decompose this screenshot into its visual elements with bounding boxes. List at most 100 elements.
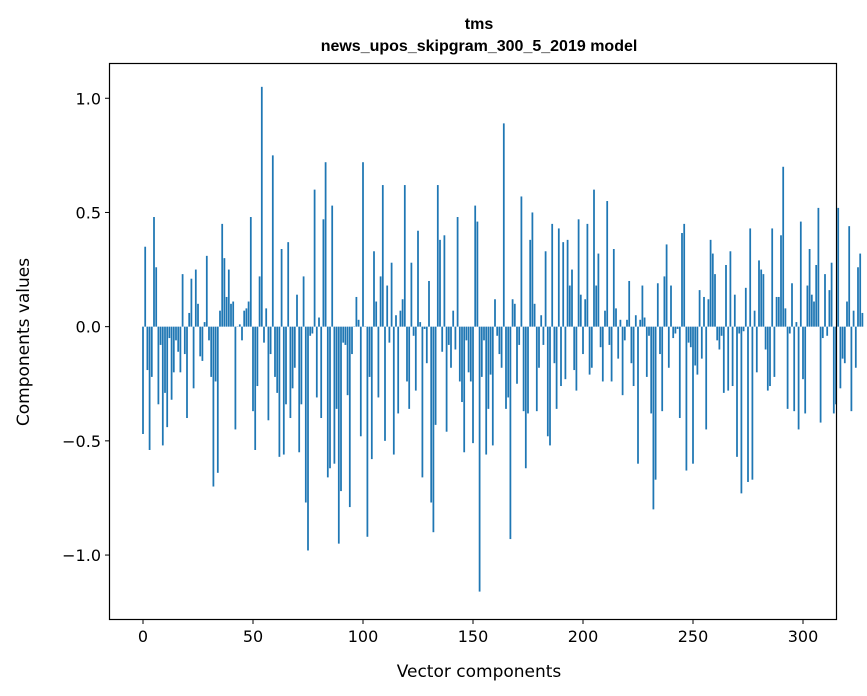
bar — [601, 326, 604, 382]
bar — [562, 242, 565, 327]
bar — [769, 326, 771, 387]
bar — [192, 326, 195, 389]
bar — [304, 326, 307, 503]
bar — [461, 326, 463, 403]
bar — [489, 326, 492, 375]
bar — [683, 223, 686, 327]
bar — [813, 301, 815, 327]
bar — [313, 189, 316, 327]
bar — [623, 326, 626, 341]
bar — [777, 296, 780, 327]
x-tick-label: 50 — [243, 627, 263, 646]
bar — [269, 326, 272, 355]
bar — [696, 326, 699, 375]
bar — [720, 326, 723, 336]
bar — [511, 299, 514, 327]
bar — [201, 326, 204, 361]
bar — [797, 326, 800, 430]
bar — [610, 326, 613, 382]
y-tick-label: 0.0 — [76, 318, 101, 337]
bar — [144, 246, 147, 327]
bar — [824, 274, 826, 327]
bar — [366, 326, 369, 537]
bar — [659, 326, 661, 355]
x-tick-label: 250 — [678, 627, 709, 646]
bar — [419, 322, 422, 327]
bar — [480, 326, 483, 377]
bar — [725, 264, 727, 327]
bar — [238, 324, 241, 327]
bar — [324, 162, 327, 327]
bar — [751, 326, 754, 480]
bar — [157, 326, 160, 405]
bar — [564, 326, 567, 380]
bar — [577, 219, 580, 327]
bar — [522, 326, 525, 412]
bar — [463, 326, 466, 453]
bar — [428, 280, 430, 327]
x-tick-label: 200 — [568, 627, 599, 646]
bar — [401, 299, 404, 327]
bar — [540, 315, 543, 327]
bar — [806, 285, 809, 327]
bar — [465, 326, 468, 341]
bar — [161, 326, 164, 446]
bar — [766, 326, 769, 391]
bar — [716, 326, 719, 341]
bar — [762, 274, 765, 327]
bar — [425, 326, 428, 364]
bar — [181, 274, 184, 327]
bar — [837, 207, 840, 327]
bar — [507, 326, 510, 398]
bar — [153, 217, 155, 327]
bar — [617, 326, 620, 359]
bar — [309, 326, 312, 336]
bar — [795, 322, 798, 327]
bar — [337, 326, 340, 544]
bar — [810, 294, 813, 327]
bar — [773, 326, 776, 377]
bar — [164, 326, 166, 393]
bar — [285, 326, 287, 405]
bar — [227, 269, 230, 327]
bar — [203, 322, 206, 327]
bar — [722, 326, 725, 393]
bar — [289, 326, 292, 419]
bar — [788, 326, 791, 334]
bar — [434, 326, 437, 425]
bar — [340, 326, 342, 492]
bar — [740, 326, 743, 494]
bar — [560, 326, 562, 387]
bar — [271, 155, 274, 327]
bar — [714, 274, 716, 327]
bar — [344, 326, 347, 345]
bar — [667, 326, 670, 368]
bar — [637, 326, 639, 464]
bar — [216, 326, 219, 473]
bar — [186, 326, 188, 419]
bar — [170, 326, 173, 400]
bar — [758, 260, 760, 327]
bar — [359, 326, 362, 437]
bar — [276, 326, 279, 393]
bar — [502, 123, 505, 327]
bar — [529, 239, 532, 327]
bar — [430, 326, 433, 503]
bar — [742, 326, 745, 332]
bar — [531, 212, 534, 327]
bar — [729, 251, 732, 327]
bar — [287, 242, 290, 327]
bar — [159, 326, 162, 345]
bar — [179, 326, 182, 373]
bar — [298, 326, 301, 453]
bar — [524, 326, 527, 469]
bar — [392, 326, 395, 455]
bar — [423, 326, 426, 329]
bar — [368, 326, 371, 377]
bar — [241, 326, 243, 341]
bar — [447, 326, 450, 345]
bar — [661, 326, 664, 412]
bar — [214, 326, 217, 382]
bar — [573, 326, 576, 371]
bar — [826, 326, 829, 336]
